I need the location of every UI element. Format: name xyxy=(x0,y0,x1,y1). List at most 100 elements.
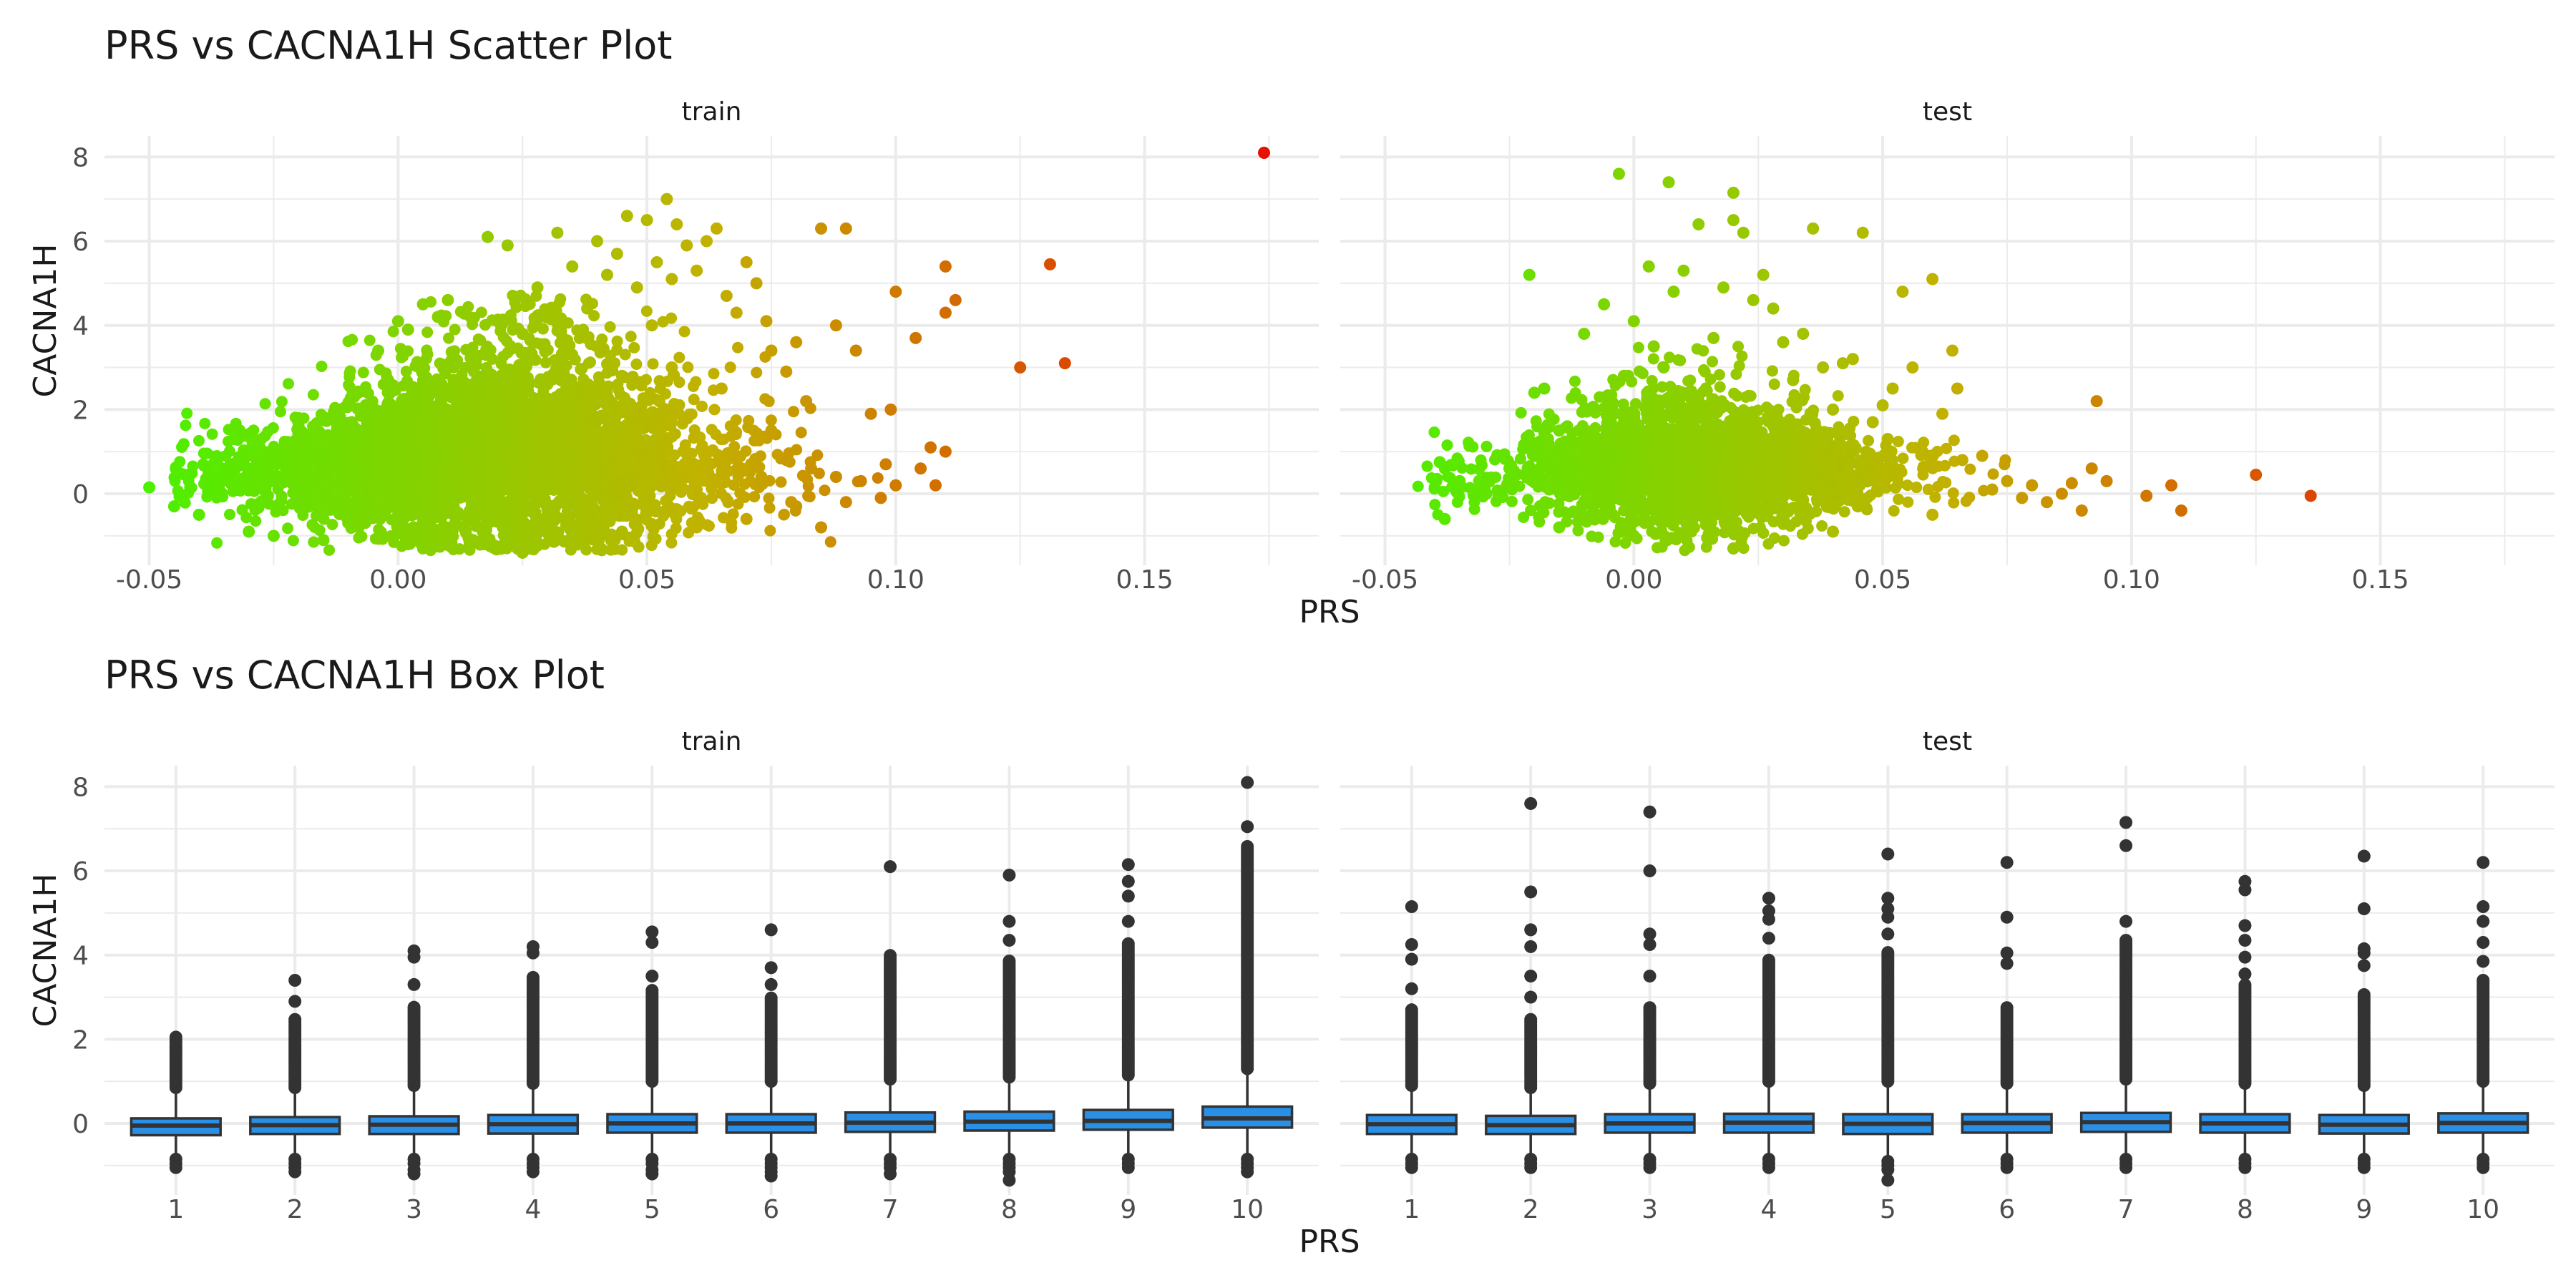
scatter-point xyxy=(683,500,695,512)
scatter-point xyxy=(304,434,316,447)
scatter-point xyxy=(661,435,673,447)
scatter-point xyxy=(176,441,188,453)
scatter-point xyxy=(236,504,248,516)
scatter-point xyxy=(524,298,536,311)
scatter-point xyxy=(690,376,702,388)
scatter-point xyxy=(778,509,790,521)
scatter-point xyxy=(491,436,503,448)
scatter-x-tick-label: 0.05 xyxy=(618,565,675,595)
scatter-point xyxy=(650,533,662,545)
scatter-point xyxy=(172,484,184,497)
scatter-point xyxy=(332,403,345,416)
scatter-point xyxy=(431,311,444,323)
scatter-point xyxy=(623,535,635,547)
scatter-point xyxy=(526,404,538,416)
scatter-point xyxy=(468,312,480,324)
scatter-point xyxy=(391,487,404,500)
scatter-point xyxy=(750,277,763,290)
scatter-point xyxy=(243,525,255,538)
scatter-point xyxy=(275,396,288,408)
scatter-point xyxy=(696,400,708,412)
scatter-point xyxy=(232,484,244,496)
scatter-point xyxy=(620,510,633,522)
scatter-point xyxy=(480,361,492,374)
scatter-point xyxy=(436,527,449,540)
scatter-point xyxy=(815,521,828,534)
scatter-x-tick-label: 0.05 xyxy=(1854,565,1911,595)
scatter-point xyxy=(626,379,638,391)
scatter-point xyxy=(311,509,323,522)
scatter-point xyxy=(262,426,274,438)
scatter-point xyxy=(673,351,686,364)
scatter-point xyxy=(452,411,464,424)
scatter-point xyxy=(708,368,720,380)
scatter-point xyxy=(1451,496,1463,508)
scatter-point xyxy=(552,512,565,524)
scatter-point xyxy=(710,222,723,235)
scatter-point xyxy=(610,248,623,260)
scatter-point xyxy=(467,341,479,353)
scatter-point xyxy=(639,501,651,513)
scatter-point xyxy=(874,492,887,504)
scatter-point xyxy=(401,323,414,336)
scatter-point xyxy=(691,483,703,496)
scatter-point xyxy=(411,434,423,447)
scatter-point xyxy=(496,374,508,386)
scatter-point xyxy=(849,344,862,357)
scatter-point xyxy=(542,528,555,540)
scatter-point xyxy=(727,508,739,520)
scatter-point xyxy=(341,459,353,472)
scatter-point xyxy=(661,459,673,472)
scatter-point xyxy=(771,449,784,461)
scatter-point xyxy=(292,496,305,509)
scatter-point xyxy=(811,449,824,462)
scatter-point xyxy=(505,343,517,355)
scatter-point xyxy=(839,222,852,235)
scatter-point xyxy=(630,520,643,532)
scatter-x-tick-label: -0.05 xyxy=(116,565,182,595)
scatter-point xyxy=(730,449,743,462)
scatter-point xyxy=(815,222,828,235)
scatter-point xyxy=(540,517,552,530)
scatter-point xyxy=(1768,378,1780,390)
scatter-x-tick-label: 0.15 xyxy=(1116,565,1173,595)
scatter-point xyxy=(670,218,683,231)
scatter-point xyxy=(939,306,952,319)
scatter-point xyxy=(666,416,678,429)
scatter-point xyxy=(605,528,618,540)
scatter-point xyxy=(566,260,579,273)
scatter-point xyxy=(800,395,813,408)
scatter-point xyxy=(472,386,484,398)
scatter-point xyxy=(168,472,180,484)
scatter-point xyxy=(607,491,619,503)
scatter-point xyxy=(167,500,180,513)
scatter-point xyxy=(421,326,434,338)
scatter-point xyxy=(540,452,552,464)
scatter-y-tick-label: 4 xyxy=(72,312,89,341)
scatter-point xyxy=(211,537,223,549)
scatter-point xyxy=(929,479,942,492)
scatter-point xyxy=(604,512,616,525)
scatter-point xyxy=(562,317,574,329)
scatter-plot-title: PRS vs CACNA1H Scatter Plot xyxy=(104,23,672,68)
scatter-point xyxy=(243,484,255,497)
scatter-point xyxy=(217,491,229,503)
scatter-point xyxy=(705,445,717,457)
scatter-point xyxy=(187,460,199,472)
scatter-point xyxy=(361,508,373,520)
scatter-point xyxy=(332,478,344,490)
scatter-point xyxy=(609,543,621,555)
scatter-point xyxy=(461,487,473,499)
scatter-point xyxy=(539,303,551,315)
scatter-point xyxy=(691,264,703,277)
scatter-point xyxy=(174,456,186,468)
scatter-point xyxy=(381,386,394,399)
scatter-point xyxy=(560,419,572,431)
scatter-point xyxy=(716,465,728,477)
scatter-point xyxy=(763,492,775,504)
scatter-point xyxy=(554,296,566,308)
scatter-point xyxy=(559,497,571,509)
scatter-point xyxy=(398,418,410,430)
